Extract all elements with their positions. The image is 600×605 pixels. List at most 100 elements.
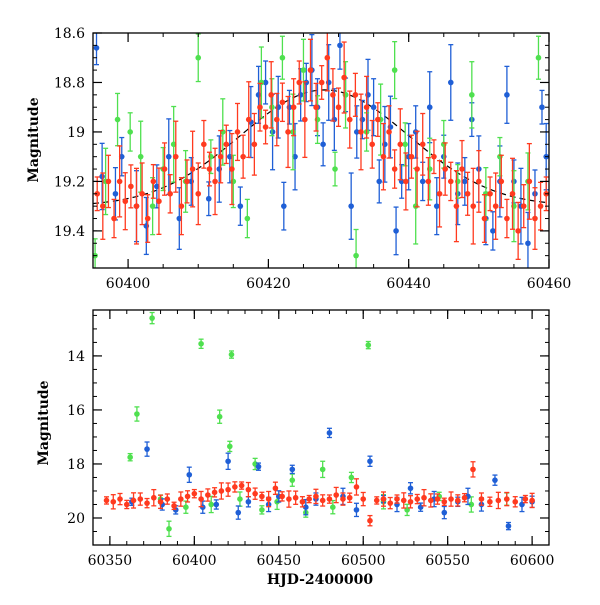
data-point: [365, 342, 372, 348]
data-point: [137, 496, 144, 502]
data-point: [149, 203, 156, 209]
data-point: [225, 458, 231, 465]
data-point: [393, 228, 399, 234]
data-point: [206, 166, 213, 172]
data-point: [198, 496, 204, 502]
data-point: [127, 129, 133, 135]
data-point: [526, 178, 533, 185]
plot-frame: [92, 32, 550, 269]
data-point: [167, 190, 173, 197]
data-point: [166, 525, 172, 532]
data-point: [302, 116, 308, 123]
y-tick-label: 14: [67, 349, 85, 365]
y-tick-label: 20: [67, 511, 85, 527]
data-point: [505, 523, 512, 529]
data-point: [184, 493, 191, 500]
y-tick-label: 19: [67, 125, 85, 141]
data-point: [127, 454, 133, 461]
data-point: [407, 485, 414, 492]
data-point: [134, 411, 140, 417]
data-point: [137, 153, 144, 160]
data-point: [292, 153, 298, 160]
data-point: [178, 496, 184, 502]
data-point: [178, 203, 185, 209]
data-point: [447, 79, 454, 86]
data-point: [144, 215, 151, 222]
data-point: [407, 498, 414, 505]
series-red: [94, 33, 549, 261]
data-point: [522, 496, 529, 502]
data-point: [116, 178, 123, 185]
data-point: [286, 496, 292, 502]
data-point: [425, 178, 432, 185]
data-point: [373, 497, 380, 504]
data-point: [240, 153, 246, 160]
data-point: [279, 99, 286, 106]
data-point: [281, 203, 287, 209]
data-point: [205, 492, 211, 498]
data-point: [251, 141, 258, 148]
data-point: [133, 203, 140, 209]
x-tick-label: 60400: [106, 276, 151, 292]
data-point: [470, 466, 476, 473]
bottom-panel-full: Magnitude HJD-2400000 60350 60400 60450 605…: [36, 309, 554, 588]
data-point: [257, 104, 263, 111]
y-tick-label: 18.6: [54, 26, 85, 42]
top-panel-zoom: Magnitude 60400 60420 60440 60460 18.6 18.8 19…: [26, 26, 571, 292]
data-point: [453, 203, 460, 209]
data-point: [476, 178, 482, 185]
data-point: [492, 477, 498, 483]
data-point: [164, 496, 171, 502]
data-point: [434, 496, 441, 502]
data-point: [504, 215, 510, 222]
x-tick-label: 60400: [172, 553, 217, 569]
data-point: [481, 215, 488, 222]
data-point: [183, 504, 189, 510]
data-point: [117, 496, 123, 502]
data-point: [262, 79, 269, 86]
data-point: [340, 496, 346, 502]
data-point: [335, 104, 342, 111]
data-point: [184, 178, 190, 185]
data-point: [367, 517, 373, 524]
data-point: [386, 129, 392, 135]
data-point: [462, 178, 468, 185]
data-point: [419, 141, 426, 148]
data-point: [272, 485, 279, 492]
data-point: [154, 183, 160, 190]
data-point: [235, 509, 242, 516]
data-point: [171, 503, 177, 509]
data-point: [161, 166, 168, 172]
data-point: [144, 500, 150, 506]
data-point: [149, 315, 155, 321]
data-point: [332, 166, 338, 172]
data-point: [487, 498, 493, 505]
data-point: [208, 501, 215, 508]
data-point: [232, 484, 238, 490]
data-point: [191, 490, 198, 497]
data-point: [130, 497, 137, 504]
x-tick-label: 60450: [257, 553, 302, 569]
data-point: [363, 104, 370, 111]
data-point: [319, 466, 326, 473]
data-point: [495, 497, 502, 504]
data-point: [346, 494, 353, 501]
data-point: [289, 477, 296, 483]
data-point: [520, 203, 527, 209]
data-point: [380, 153, 387, 160]
y-tick-label: 18: [67, 457, 85, 473]
data-point: [337, 42, 343, 49]
data-point: [436, 190, 443, 197]
data-point: [156, 198, 162, 205]
data-point: [348, 474, 355, 481]
data-point: [170, 141, 177, 148]
data-point: [333, 492, 340, 498]
model-fit-curve: [93, 89, 549, 205]
data-point: [269, 104, 275, 111]
data-point: [103, 497, 110, 504]
data-point: [387, 500, 394, 506]
data-point: [139, 190, 145, 197]
data-point: [217, 153, 224, 160]
data-point: [307, 67, 314, 73]
